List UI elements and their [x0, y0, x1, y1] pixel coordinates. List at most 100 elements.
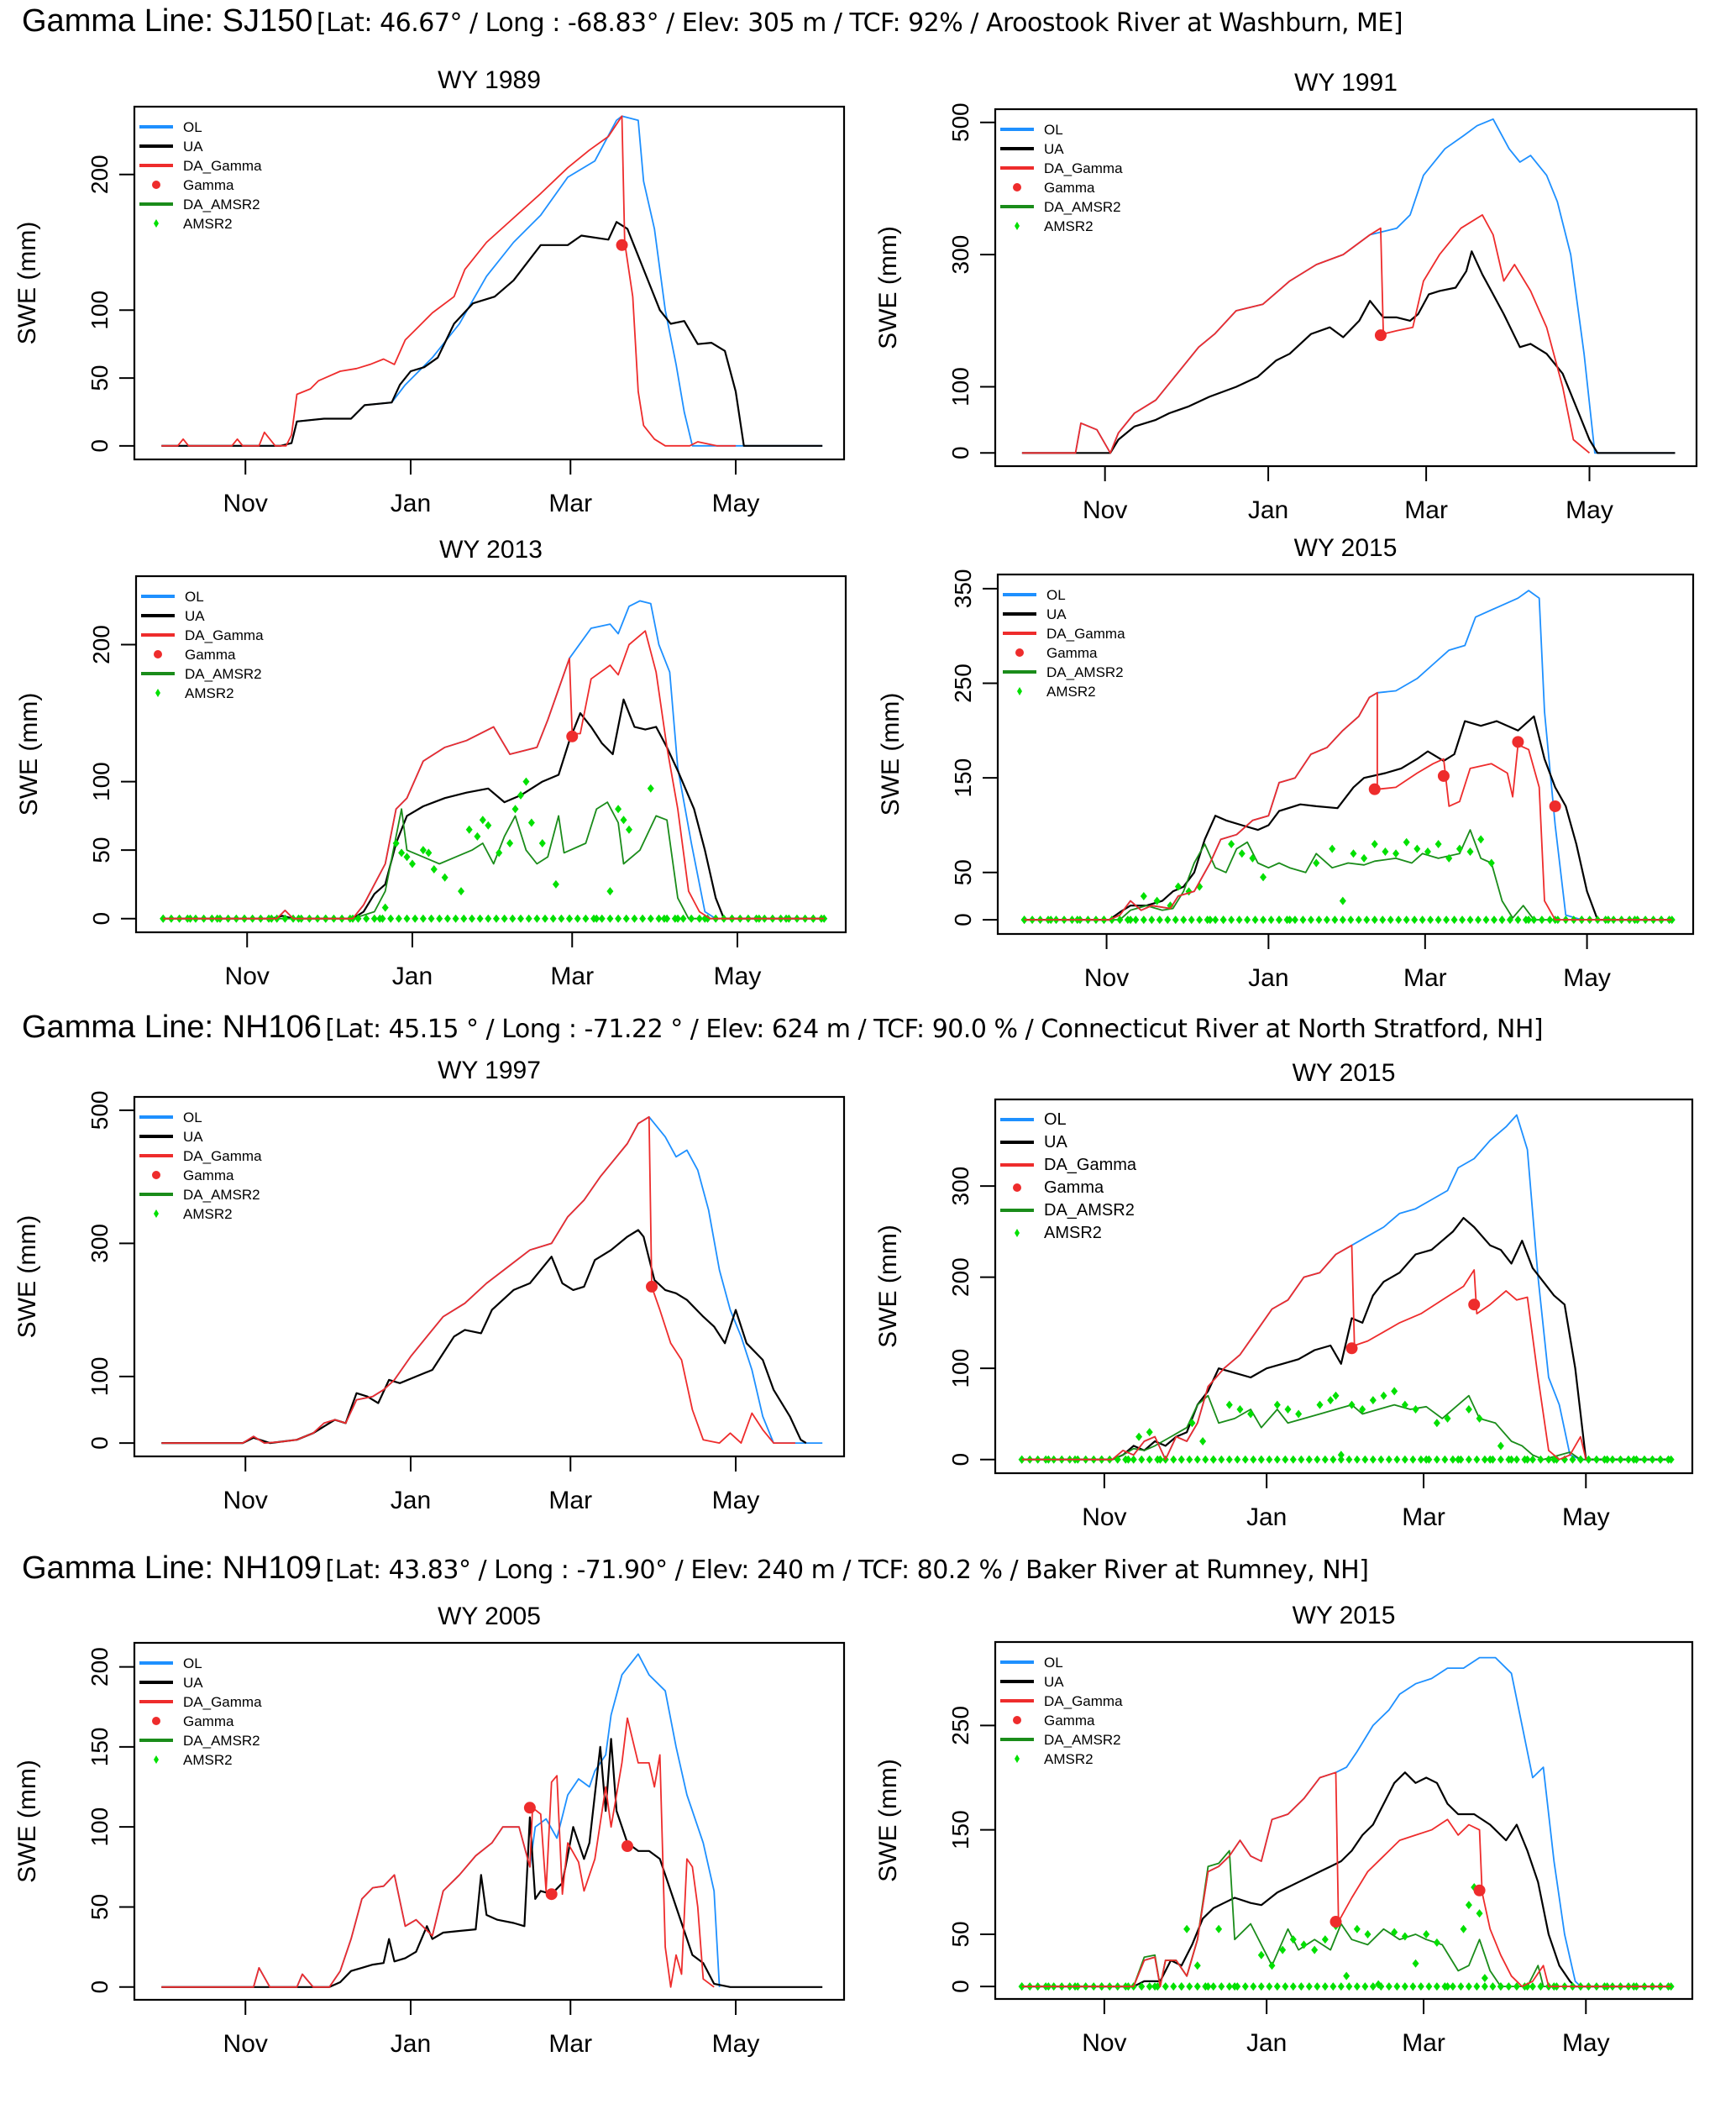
y-axis-label: SWE (mm): [13, 222, 41, 345]
legend-item: OL: [1000, 1655, 1063, 1671]
x-tick-label: Nov: [1082, 2029, 1126, 2057]
amsr2-observation-point: [1489, 1982, 1497, 1991]
x-tick-label: Jan: [1246, 1503, 1287, 1531]
x-tick-label: Jan: [1248, 964, 1288, 992]
amsr2-observation-point: [1298, 1982, 1305, 1991]
amsr2-observation-point: [403, 914, 411, 923]
x-tick-label: May: [1563, 964, 1611, 992]
amsr2-observation-point: [1537, 1455, 1545, 1464]
amsr2-observation-point: [1395, 915, 1403, 925]
amsr2-observation-point: [1172, 915, 1179, 925]
amsr2-observation-point: [606, 914, 614, 923]
amsr2-observation-point: [1298, 1455, 1305, 1464]
amsr2-observation-point: [1409, 1982, 1417, 1991]
chart-title: WY 2015: [1294, 534, 1398, 562]
legend-label: DA_Gamma: [185, 627, 264, 643]
legend-item: UA: [139, 139, 203, 155]
legend-item: Gamma: [152, 177, 234, 193]
amsr2-observation-point: [1449, 1455, 1456, 1464]
y-tick-label: 0: [88, 912, 114, 926]
legend-item: OL: [1003, 587, 1066, 603]
y-tick-label: 50: [950, 859, 976, 885]
amsr2-observation-point: [441, 873, 448, 882]
y-tick-label: 350: [950, 569, 976, 609]
amsr2-observation-point: [1114, 1455, 1121, 1464]
station-name: Gamma Line: NH106: [22, 1010, 322, 1045]
amsr2-observation-point: [695, 914, 703, 923]
legend-label: DA_Gamma: [1044, 1693, 1123, 1709]
legend-item: UA: [139, 1675, 203, 1691]
amsr2-observation-point: [1417, 1455, 1424, 1464]
plot-frame: [996, 573, 1695, 936]
amsr2-observation-point: [1497, 1455, 1504, 1464]
amsr2-observation-point: [419, 914, 427, 923]
y-tick-label: 500: [87, 1090, 113, 1130]
legend-item: OL: [141, 589, 204, 605]
amsr2-observation-point: [552, 879, 559, 889]
legend-marker-gamma: [152, 181, 160, 189]
amsr2-observation-point: [501, 914, 508, 923]
amsr2-observation-point: [1457, 1455, 1465, 1464]
amsr2-observation-point: [1476, 1414, 1483, 1423]
amsr2-observation-point: [1266, 1455, 1273, 1464]
amsr2-observation-point: [1321, 1982, 1329, 1991]
amsr2-observation-point: [509, 914, 517, 923]
y-tick-label: 50: [947, 1921, 973, 1947]
amsr2-observation-point: [436, 914, 443, 923]
station-header-nh106: Gamma Line: NH106 [Lat: 45.15 ° / Long :…: [22, 1010, 1544, 1046]
amsr2-observation-point: [1403, 915, 1410, 925]
amsr2-observation-point: [1289, 1455, 1297, 1464]
legend-label: AMSR2: [183, 216, 233, 232]
amsr2-observation-point: [1235, 915, 1243, 925]
amsr2-observation-point: [620, 816, 627, 825]
amsr2-observation-point: [1434, 915, 1442, 925]
amsr2-observation-point: [1412, 1405, 1419, 1414]
legend-label: Gamma: [1044, 1713, 1095, 1729]
amsr2-observation-point: [1514, 915, 1522, 925]
y-tick-label: 200: [87, 1647, 113, 1687]
legend-item: UA: [1003, 606, 1067, 622]
legend-item: DA_AMSR2: [139, 197, 260, 212]
legend-item: DA_Gamma: [1000, 160, 1123, 176]
amsr2-observation-point: [1218, 1982, 1225, 1991]
amsr2-observation-point: [522, 777, 530, 786]
gamma-observation-point: [1437, 769, 1450, 782]
x-tick-label: May: [1562, 2029, 1610, 2057]
amsr2-observation-point: [1363, 915, 1371, 925]
legend-item: OL: [1000, 122, 1063, 138]
x-tick-label: Mar: [548, 2030, 592, 2058]
amsr2-observation-point: [1369, 1396, 1377, 1405]
amsr2-observation-point: [1314, 1982, 1321, 1991]
legend-item: UA: [139, 1129, 203, 1145]
plot-frame: [994, 1098, 1694, 1475]
y-tick-label: 100: [87, 291, 113, 330]
amsr2-observation-point: [1375, 1980, 1382, 1989]
legend: OL UA DA_Gamma Gamma DA_AMSR2 AMSR2: [139, 1655, 262, 1768]
amsr2-observation-point: [1289, 1935, 1297, 1944]
amsr2-observation-point: [1315, 915, 1323, 925]
amsr2-observation-point: [1188, 1419, 1196, 1428]
x-tick-label: May: [714, 963, 762, 990]
legend-label: AMSR2: [185, 685, 234, 701]
legend-label: AMSR2: [183, 1752, 233, 1768]
amsr2-observation-point: [1202, 1982, 1209, 1991]
amsr2-observation-point: [1350, 849, 1357, 858]
amsr2-observation-point: [1617, 1455, 1624, 1464]
y-tick-label: 0: [947, 1453, 973, 1466]
legend-item: DA_Gamma: [1000, 1693, 1123, 1709]
legend-label: AMSR2: [1044, 1751, 1094, 1767]
amsr2-observation-point: [1241, 1455, 1249, 1464]
y-tick-label: 150: [950, 758, 976, 798]
series-line-da-gamma: [161, 115, 736, 447]
amsr2-observation-point: [1465, 1982, 1472, 1991]
amsr2-observation-point: [465, 825, 473, 834]
y-tick-label: 0: [950, 913, 976, 926]
legend-label: DA_Gamma: [183, 1148, 262, 1164]
x-tick-label: Mar: [548, 1487, 592, 1514]
amsr2-observation-point: [1273, 1455, 1281, 1464]
legend-item: Gamma: [1013, 1713, 1095, 1729]
amsr2-observation-point: [639, 914, 647, 923]
legend-label: AMSR2: [1044, 218, 1094, 234]
x-tick-label: Nov: [1083, 496, 1127, 524]
gamma-observation-point: [1468, 1298, 1481, 1311]
